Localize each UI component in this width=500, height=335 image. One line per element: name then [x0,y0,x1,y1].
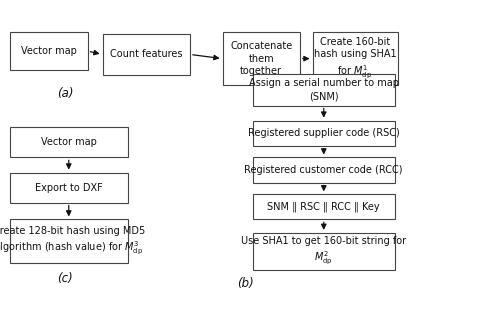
FancyBboxPatch shape [102,34,190,75]
Text: (c): (c) [57,272,73,284]
Text: Assign a serial number to map
(SNM): Assign a serial number to map (SNM) [249,78,399,101]
FancyBboxPatch shape [10,127,128,157]
Text: Create 128-bit hash using MD5
algorithm (hash value) for $M_{\mathrm{dp}}^{3}$: Create 128-bit hash using MD5 algorithm … [0,225,145,257]
Text: Use SHA1 to get 160-bit string for
$M_{\mathrm{dp}}^{2}$: Use SHA1 to get 160-bit string for $M_{\… [241,236,406,267]
FancyBboxPatch shape [252,74,395,106]
Text: Concatenate
them
together: Concatenate them together [230,41,292,76]
FancyBboxPatch shape [252,233,395,270]
FancyBboxPatch shape [252,194,395,219]
Text: Export to DXF: Export to DXF [35,183,102,193]
Text: Registered customer code (RCC): Registered customer code (RCC) [244,165,403,175]
Text: Registered supplier code (RSC): Registered supplier code (RSC) [248,128,400,138]
Text: Count features: Count features [110,50,182,59]
Text: (a): (a) [57,87,73,100]
FancyBboxPatch shape [10,32,88,70]
Text: Vector map: Vector map [41,137,96,147]
Text: Vector map: Vector map [21,46,76,56]
FancyBboxPatch shape [10,173,128,203]
FancyBboxPatch shape [252,157,395,183]
FancyBboxPatch shape [222,32,300,85]
FancyBboxPatch shape [252,121,395,146]
Text: (b): (b) [236,277,254,289]
FancyBboxPatch shape [10,219,128,263]
Text: Create 160-bit
hash using SHA1
for $M_{\mathrm{dp}}^{1}$: Create 160-bit hash using SHA1 for $M_{\… [314,37,396,81]
Text: SNM ‖ RSC ‖ RCC ‖ Key: SNM ‖ RSC ‖ RCC ‖ Key [268,202,380,212]
FancyBboxPatch shape [312,32,398,85]
